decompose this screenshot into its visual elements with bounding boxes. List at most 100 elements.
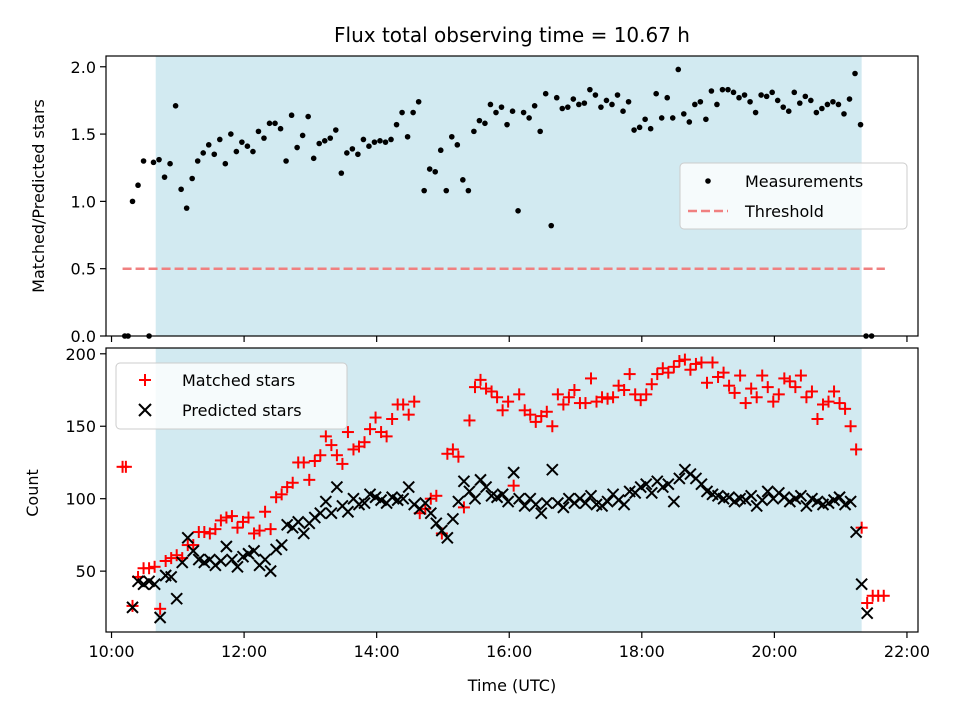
bottom-y-tick-label: 200 xyxy=(65,345,96,364)
measurement-point xyxy=(310,155,317,162)
measurement-point xyxy=(178,186,184,193)
predicted-stars-point xyxy=(424,506,438,520)
measurement-point xyxy=(399,109,405,116)
matched-stars-point xyxy=(143,562,156,575)
matched-stars-point xyxy=(584,372,597,385)
matched-stars-point xyxy=(794,369,807,382)
predicted-stars-point xyxy=(214,554,228,568)
predicted-stars-point xyxy=(319,495,333,508)
bottom-y-tick-label: 100 xyxy=(65,490,96,509)
bottom-legend: Matched stars Predicted stars xyxy=(115,362,348,430)
measurement-point xyxy=(603,97,610,104)
measurement-point xyxy=(189,175,195,182)
matched-stars-point xyxy=(529,415,542,428)
x-tick-label: 10:00 xyxy=(88,642,134,661)
matched-stars-point xyxy=(629,388,642,401)
predicted-stars-point xyxy=(148,577,161,591)
matched-stars-point xyxy=(341,426,354,439)
measurement-point xyxy=(129,198,136,205)
matched-stars-point xyxy=(761,381,774,394)
predicted-stars-point xyxy=(341,505,355,518)
measurement-point xyxy=(471,128,477,135)
matched-stars-point xyxy=(640,388,653,401)
measurement-point xyxy=(349,146,356,152)
predicted-stars-point xyxy=(164,570,178,584)
matched-stars-point xyxy=(336,457,349,470)
predicted-stars-point xyxy=(153,611,167,624)
measurement-point xyxy=(498,104,505,110)
top-legend-frame xyxy=(679,162,908,230)
chart-title: Flux total observing time = 10.67 h xyxy=(334,23,690,47)
predicted-stars-point xyxy=(170,592,183,605)
matched-stars-point xyxy=(386,413,399,425)
measurement-point xyxy=(504,121,510,128)
matched-stars-point xyxy=(220,511,233,524)
measurement-point xyxy=(802,93,809,100)
measurement-point xyxy=(211,151,218,158)
measurement-point xyxy=(140,158,147,164)
predicted-stars-point xyxy=(535,506,548,520)
measurement-point xyxy=(299,132,306,139)
measurement-point xyxy=(758,92,764,98)
measurement-point xyxy=(625,98,632,105)
matched-stars-point xyxy=(700,376,713,389)
measurement-point xyxy=(841,111,847,117)
matched-stars-point xyxy=(314,449,327,462)
measurement-point xyxy=(382,139,389,145)
matched-stars-point xyxy=(347,443,360,456)
measurement-point xyxy=(421,187,427,194)
predicted-stars-point xyxy=(501,495,515,508)
matched-stars-point xyxy=(402,408,415,421)
measurement-point xyxy=(824,101,831,108)
top-legend: Measurements Threshold xyxy=(679,162,908,230)
matched-stars-point xyxy=(822,395,835,408)
matched-stars-point xyxy=(678,353,691,366)
predicted-stars-point xyxy=(546,463,559,476)
matched-stars-point xyxy=(546,420,559,433)
predicted-stars-point xyxy=(330,480,344,494)
measurement-point xyxy=(708,88,715,94)
measurement-point xyxy=(808,97,814,104)
measurement-point xyxy=(415,98,422,105)
predicted-stars-point xyxy=(468,492,482,505)
predicted-stars-point xyxy=(430,517,443,530)
matched-stars-point xyxy=(850,443,863,456)
matched-stars-point xyxy=(468,381,481,394)
predicted-stars-point xyxy=(601,495,614,508)
matched-stars-point xyxy=(745,382,758,395)
top-y-tick-label: 2.0 xyxy=(71,58,96,77)
measurement-point xyxy=(785,108,792,114)
measurement-point xyxy=(791,89,798,96)
measurement-point xyxy=(653,90,659,97)
matched-stars-point xyxy=(706,356,719,369)
measurement-point xyxy=(526,115,532,121)
measurement-point xyxy=(283,158,289,164)
measurement-point xyxy=(228,131,234,137)
matched-stars-point xyxy=(756,369,769,382)
measurement-point xyxy=(316,140,323,147)
measurement-point xyxy=(344,150,350,156)
measurement-point xyxy=(222,160,229,167)
predicted-stars-point xyxy=(855,577,868,591)
matched-stars-point xyxy=(618,384,631,397)
measurement-point xyxy=(564,104,571,110)
matched-stars-point xyxy=(734,369,747,382)
matched-stars-point xyxy=(259,505,272,518)
matched-stars-point xyxy=(430,489,443,502)
matched-stars-point xyxy=(319,430,332,443)
bottom-y-tick-label: 150 xyxy=(65,417,96,436)
matched-stars-point xyxy=(596,391,609,404)
matched-stars-point xyxy=(209,523,222,536)
measurement-point xyxy=(266,120,273,127)
measurement-point xyxy=(835,101,842,108)
bottom-axes-frame xyxy=(105,347,919,633)
x-axis-label: Time (UTC) xyxy=(467,676,556,695)
predicted-stars-point xyxy=(695,477,708,491)
measurement-point xyxy=(675,66,682,73)
matched-stars-point xyxy=(275,488,288,501)
predicted-stars-legend-label: Predicted stars xyxy=(182,401,302,420)
matched-stars-point xyxy=(634,394,647,407)
matched-stars-legend-marker xyxy=(139,374,151,386)
measurement-point xyxy=(288,112,295,119)
predicted-stars-point xyxy=(744,489,758,503)
